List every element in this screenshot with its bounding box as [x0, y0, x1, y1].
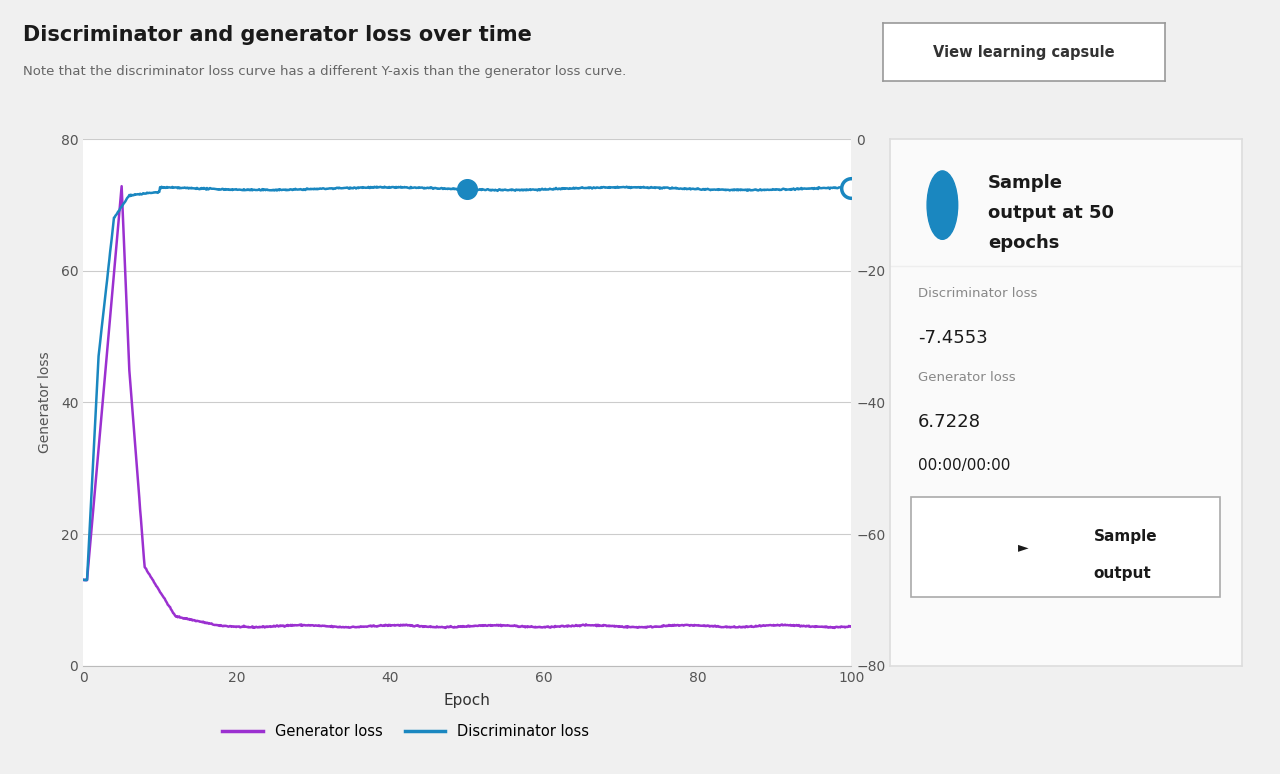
Ellipse shape	[927, 171, 957, 239]
Text: 6.7228: 6.7228	[918, 413, 980, 431]
Y-axis label: Generator loss: Generator loss	[38, 351, 52, 454]
Text: 00:00/00:00: 00:00/00:00	[918, 457, 1010, 473]
Y-axis label: Discriminator loss: Discriminator loss	[892, 341, 906, 464]
Point	[457, 183, 477, 195]
Legend: Generator loss, Discriminator loss: Generator loss, Discriminator loss	[216, 718, 595, 745]
Text: Discriminator and generator loss over time: Discriminator and generator loss over ti…	[23, 25, 532, 45]
FancyBboxPatch shape	[911, 497, 1221, 598]
Text: ►: ►	[1018, 540, 1029, 554]
Text: Discriminator loss: Discriminator loss	[918, 286, 1037, 300]
X-axis label: Epoch: Epoch	[444, 693, 490, 708]
Text: Note that the discriminator loss curve has a different Y-axis than the generator: Note that the discriminator loss curve h…	[23, 66, 626, 78]
Text: -7.4553: -7.4553	[918, 329, 987, 347]
Text: View learning capsule: View learning capsule	[933, 45, 1115, 60]
Text: output: output	[1093, 566, 1152, 581]
Point	[841, 182, 861, 194]
Text: epochs: epochs	[988, 234, 1060, 252]
Text: Sample: Sample	[1093, 529, 1157, 544]
Text: Generator loss: Generator loss	[918, 371, 1015, 384]
Text: output at 50: output at 50	[988, 204, 1114, 221]
Text: Sample: Sample	[988, 173, 1064, 191]
